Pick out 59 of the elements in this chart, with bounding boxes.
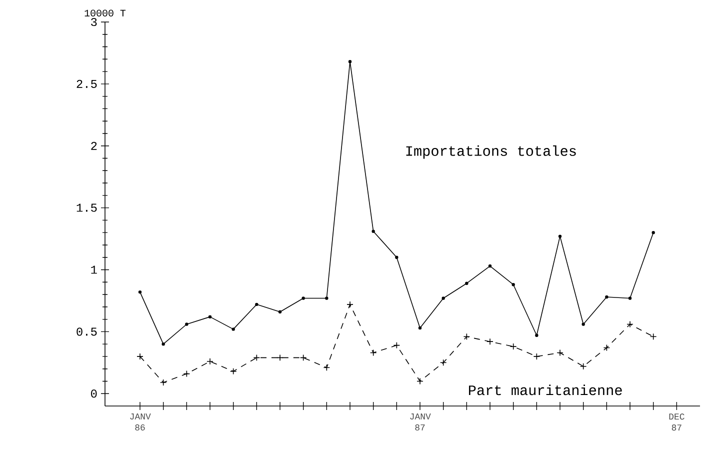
- point: [558, 234, 562, 238]
- point: [370, 349, 377, 356]
- x-tick-label: JANV 87: [410, 414, 431, 430]
- point: [440, 359, 447, 366]
- point: [393, 342, 400, 349]
- point: [486, 338, 494, 345]
- point: [300, 354, 307, 362]
- point: [605, 295, 608, 299]
- point: [276, 354, 284, 362]
- point: [136, 353, 144, 360]
- y-tick-label: 0.5: [76, 328, 97, 336]
- point: [323, 364, 330, 371]
- point: [582, 322, 585, 326]
- point: [535, 334, 538, 337]
- point: [556, 349, 564, 356]
- point: [206, 358, 214, 365]
- y-tick-label: 1.5: [76, 204, 97, 212]
- point: [395, 256, 398, 259]
- point: [325, 296, 328, 300]
- point: [650, 333, 657, 340]
- point: [138, 290, 142, 294]
- point: [463, 333, 470, 340]
- x-tick-label: JANV 86: [130, 414, 151, 430]
- point: [418, 326, 422, 330]
- y-tick-label: 2.5: [76, 80, 97, 88]
- point: [230, 368, 237, 375]
- point: [512, 283, 515, 286]
- point: [510, 343, 517, 350]
- y-axis-title: 10000 T: [84, 10, 126, 16]
- point: [626, 320, 634, 328]
- x-tick-label: DEC 87: [669, 414, 684, 431]
- point: [253, 354, 260, 362]
- point: [628, 296, 632, 300]
- y-tick-label: 1: [91, 266, 97, 274]
- point: [185, 322, 188, 326]
- point: [488, 264, 492, 268]
- point: [232, 328, 235, 331]
- point: [208, 315, 212, 318]
- point: [533, 353, 540, 360]
- point: [416, 378, 424, 385]
- y-tick-label: 0: [91, 390, 97, 398]
- point: [465, 282, 468, 285]
- point: [603, 344, 610, 352]
- point: [580, 362, 587, 370]
- point: [255, 302, 258, 306]
- point: [652, 230, 655, 234]
- point: [160, 379, 167, 386]
- point: [278, 310, 282, 314]
- y-tick-label: 3: [91, 18, 97, 26]
- point: [442, 296, 445, 300]
- point: [348, 60, 352, 64]
- point: [183, 370, 190, 378]
- point: [346, 301, 354, 308]
- point: [162, 342, 165, 346]
- point: [372, 230, 375, 233]
- point: [302, 296, 305, 300]
- text: Importations totales: [406, 145, 576, 159]
- y-tick-label: 2: [91, 142, 97, 150]
- text: Part mauritanienne: [469, 384, 622, 396]
